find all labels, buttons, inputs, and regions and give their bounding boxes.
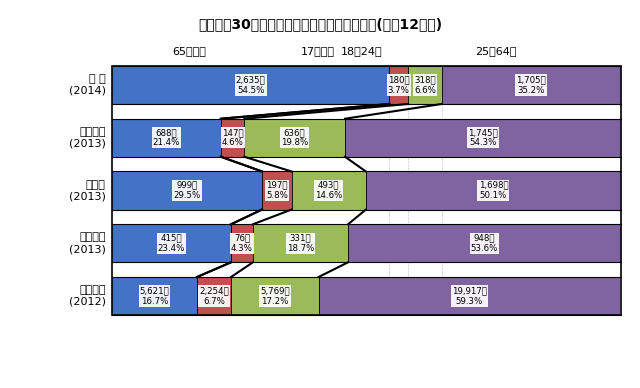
Text: 5,769人
17.2%: 5,769人 17.2% (260, 286, 290, 306)
Text: 5,621人
16.7%: 5,621人 16.7% (140, 286, 170, 306)
Text: イギリス
(2013): イギリス (2013) (68, 232, 106, 254)
Bar (319, 277, 620, 315)
Bar (231, 224, 253, 262)
Text: 331人
18.7%: 331人 18.7% (287, 234, 314, 253)
Text: 年齢層別30日以内死者数の欧米諸国との比較(各年12月末): 年齢層別30日以内死者数の欧米諸国との比較(各年12月末) (198, 17, 442, 31)
Bar (292, 171, 366, 210)
Text: 1,698人
50.1%: 1,698人 50.1% (479, 181, 508, 200)
Text: 197人
5.8%: 197人 5.8% (266, 181, 288, 200)
Bar (112, 66, 621, 315)
Text: 2,254人
6.7%: 2,254人 6.7% (199, 286, 229, 306)
Bar (345, 119, 621, 157)
Text: 19,917人
59.3%: 19,917人 59.3% (452, 286, 487, 306)
Text: 999人
29.5%: 999人 29.5% (173, 181, 201, 200)
Text: 688人
21.4%: 688人 21.4% (153, 128, 180, 147)
Text: 147人
4.6%: 147人 4.6% (221, 128, 244, 147)
Bar (112, 119, 221, 157)
Bar (221, 119, 244, 157)
Text: 65歳以上: 65歳以上 (172, 46, 205, 56)
Text: 2,635人
54.5%: 2,635人 54.5% (236, 75, 266, 95)
Text: 415人
23.4%: 415人 23.4% (158, 234, 185, 253)
Text: 318人
6.6%: 318人 6.6% (414, 75, 436, 95)
Bar (408, 66, 442, 104)
Text: 17歳以下: 17歳以下 (301, 46, 335, 56)
Text: フランス
(2013): フランス (2013) (68, 127, 106, 149)
Bar (253, 224, 348, 262)
Bar (197, 277, 231, 315)
Bar (112, 171, 262, 210)
Text: 76人
4.3%: 76人 4.3% (231, 234, 253, 253)
Text: 18～24歳: 18～24歳 (340, 46, 383, 56)
Text: アメリカ
(2012): アメリカ (2012) (68, 285, 106, 307)
Bar (262, 171, 292, 210)
Bar (112, 224, 231, 262)
Text: 948人
53.6%: 948人 53.6% (471, 234, 498, 253)
Text: 日 本
(2014): 日 本 (2014) (68, 74, 106, 96)
Text: 25～64歳: 25～64歳 (476, 46, 516, 56)
Bar (112, 210, 621, 224)
Bar (389, 66, 408, 104)
Text: 1,745人
54.3%: 1,745人 54.3% (468, 128, 498, 147)
Bar (231, 277, 319, 315)
Bar (366, 171, 621, 210)
Bar (112, 277, 197, 315)
Bar (112, 66, 389, 104)
Text: 180人
3.7%: 180人 3.7% (388, 75, 410, 95)
Bar (112, 104, 621, 119)
Text: 1,705人
35.2%: 1,705人 35.2% (516, 75, 546, 95)
Bar (244, 119, 345, 157)
Text: ドイツ
(2013): ドイツ (2013) (68, 180, 106, 201)
Text: 493人
14.6%: 493人 14.6% (315, 181, 342, 200)
Bar (112, 157, 621, 171)
Bar (112, 262, 621, 277)
Text: 636人
19.8%: 636人 19.8% (281, 128, 308, 147)
Bar (442, 66, 621, 104)
Bar (348, 224, 621, 262)
